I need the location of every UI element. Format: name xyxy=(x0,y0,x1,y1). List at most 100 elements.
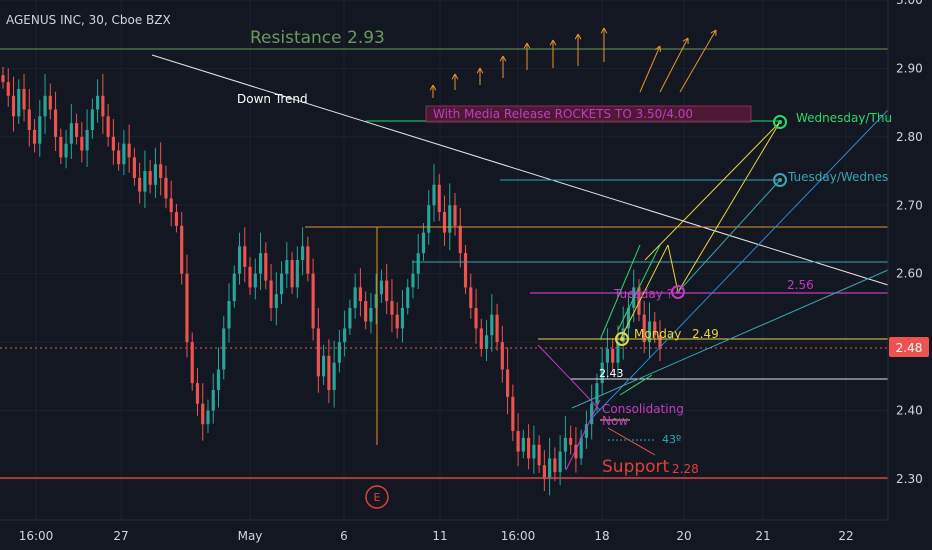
rocket-arrow-head xyxy=(454,73,459,80)
teal-to-tuesday xyxy=(677,179,781,293)
rocket-arrow-head xyxy=(659,45,662,53)
candle-body xyxy=(48,95,52,110)
candle-body xyxy=(159,164,163,178)
consolidating-label: Consolidating xyxy=(602,402,684,416)
candle-body xyxy=(453,205,457,226)
candle-body xyxy=(505,369,510,397)
candle-body xyxy=(258,253,263,274)
candle-body xyxy=(379,280,384,295)
candle-body xyxy=(390,301,394,315)
candle-body xyxy=(106,116,110,137)
green-up-arrow xyxy=(619,374,653,396)
level-249-label: 2.49 xyxy=(692,327,719,341)
candle-body xyxy=(248,266,252,288)
rocket-arrow-head xyxy=(523,42,528,49)
candle-body xyxy=(32,130,37,144)
tuesday-label: Tuesday ? xyxy=(613,287,673,301)
time-axis[interactable]: 16:00 27 May 6 11 16:00 18 20 21 22 xyxy=(19,529,854,543)
rocket-arrow-head xyxy=(710,29,717,34)
candle-body xyxy=(90,109,94,130)
price-tick-label: 2.60 xyxy=(896,267,923,281)
candle-body xyxy=(427,205,431,233)
angle-label: 43º xyxy=(662,433,681,446)
candle-body xyxy=(647,321,652,343)
price-tick-label: 2.90 xyxy=(896,61,923,75)
drawing-layer xyxy=(0,27,889,479)
tuesday-target-marker-dot xyxy=(778,178,782,182)
tuesday-marker-dot xyxy=(676,290,680,294)
green-channel-line-2 xyxy=(617,244,661,331)
candle-body xyxy=(322,355,326,377)
candle-body xyxy=(216,369,221,390)
candle-body xyxy=(400,307,405,329)
candle-body xyxy=(85,130,89,151)
candle-body xyxy=(332,362,336,390)
candle-body xyxy=(521,437,525,452)
down-trend-label: Down Trend xyxy=(237,92,308,106)
price-tick-label: 3.00 xyxy=(896,0,923,7)
media-release-box xyxy=(425,105,752,123)
candle-body xyxy=(11,95,16,117)
candle-body xyxy=(69,123,73,144)
candle-body xyxy=(527,437,531,459)
time-tick-label: 16:00 xyxy=(501,529,536,543)
candle-body xyxy=(484,335,489,349)
candle-body xyxy=(337,342,341,363)
time-tick-label: 22 xyxy=(838,529,853,543)
candle-body xyxy=(274,294,278,308)
candle-body xyxy=(584,424,588,438)
candle-body xyxy=(416,253,420,274)
level-243-label: 2.43 xyxy=(599,367,624,380)
candle-body xyxy=(658,335,662,349)
candle-body xyxy=(653,321,657,336)
candle-body xyxy=(369,307,373,322)
candle-body xyxy=(27,109,31,130)
candle-body xyxy=(626,307,631,329)
earnings-marker[interactable] xyxy=(365,485,389,509)
candle-body xyxy=(180,225,184,274)
candle-body xyxy=(558,451,562,473)
time-tick-label: 6 xyxy=(340,529,348,543)
rocket-arrow xyxy=(659,37,689,93)
candle-body xyxy=(111,136,115,151)
yellow-projection-up xyxy=(619,244,669,341)
candle-body xyxy=(269,280,273,308)
candle-body xyxy=(442,212,447,233)
candle-body xyxy=(458,225,462,254)
candle-body xyxy=(385,280,389,302)
support-label: Support xyxy=(602,457,670,477)
tuesday-wednesday-label: Tuesday/Wednes xyxy=(787,170,888,184)
candle-body xyxy=(232,273,236,302)
candle-body xyxy=(348,307,352,329)
candle-body xyxy=(316,328,320,377)
candle-body xyxy=(117,150,121,165)
candle-body xyxy=(6,82,10,96)
candle-body xyxy=(605,348,610,363)
candle-body xyxy=(437,184,441,213)
candle-body xyxy=(579,437,583,459)
candle-body xyxy=(353,287,357,308)
candle-body xyxy=(22,88,26,110)
candle-body xyxy=(469,287,473,308)
candle-body xyxy=(201,403,205,425)
candle-body xyxy=(122,143,126,165)
monday-label: Monday xyxy=(634,327,681,341)
candle-body xyxy=(174,212,179,226)
candle-body xyxy=(495,314,499,343)
candle-body xyxy=(343,328,347,343)
candle-body xyxy=(500,342,504,370)
consolidating-down-arrow xyxy=(607,427,656,456)
candle-body xyxy=(227,301,231,329)
resistance-label: Resistance 2.93 xyxy=(250,28,385,48)
triangle-top-line xyxy=(537,344,601,411)
candle-body xyxy=(127,143,131,158)
rocket-arrow-head xyxy=(432,84,437,91)
rocket-arrow-head xyxy=(479,67,484,74)
monday-marker-dot xyxy=(620,337,624,341)
monday-marker xyxy=(615,332,629,346)
candle-body xyxy=(1,75,5,83)
media-release-label: With Media Release ROCKETS TO 3.50/4.00 xyxy=(433,107,693,121)
candle-body xyxy=(190,342,194,384)
